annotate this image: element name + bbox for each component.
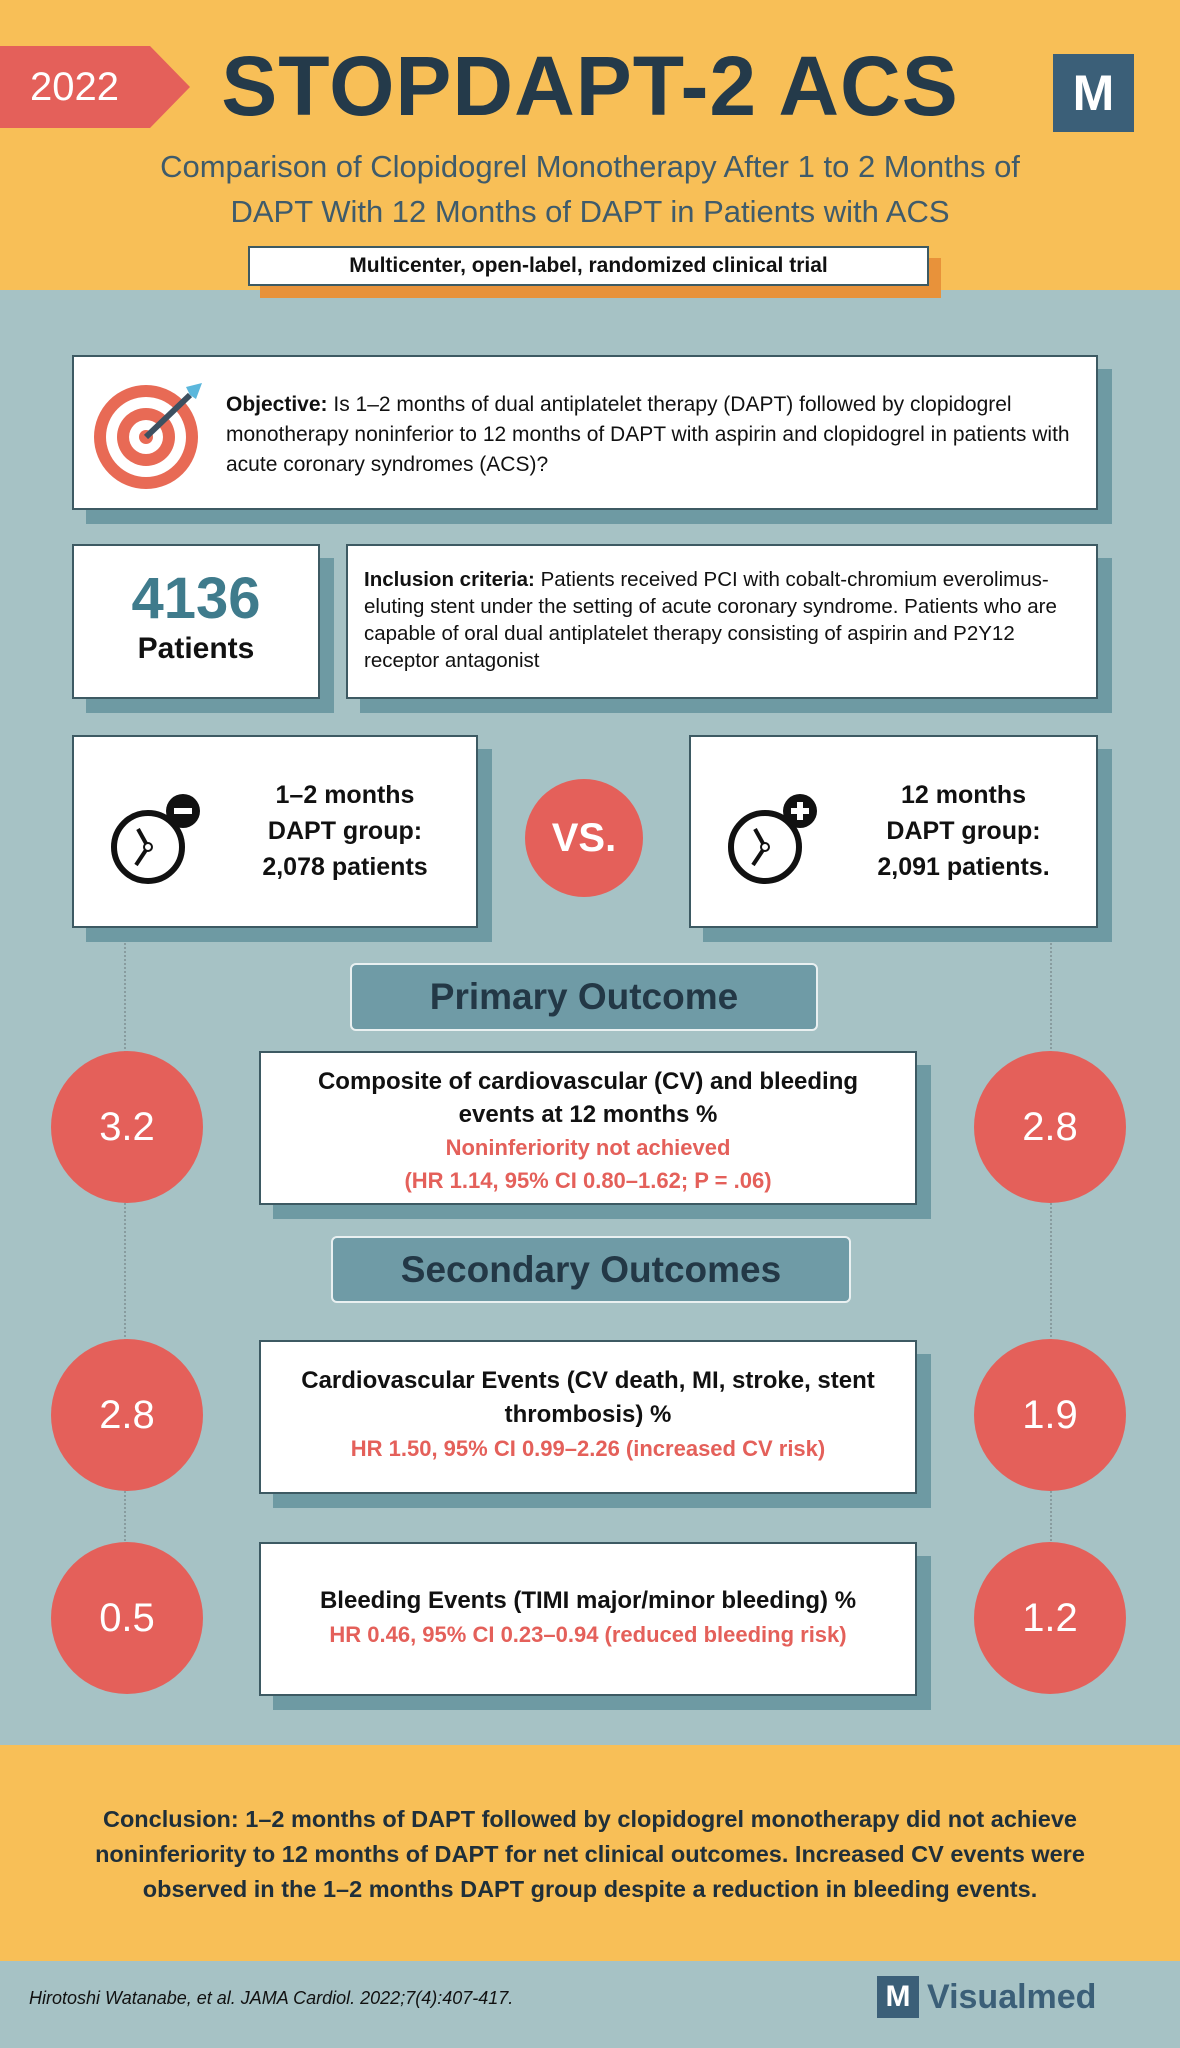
short-dapt-group-card: 1–2 months DAPT group: 2,078 patients <box>72 735 478 928</box>
subtitle: Comparison of Clopidogrel Monotherapy Af… <box>60 144 1120 234</box>
primary-left-value: 3.2 <box>51 1051 203 1203</box>
page-title: STOPDAPT-2 ACS <box>221 39 959 133</box>
cv-events-card: Cardiovascular Events (CV death, MI, str… <box>259 1340 917 1494</box>
visualmed-logo-icon: M <box>877 1976 919 2018</box>
objective-label: Objective: <box>226 393 328 416</box>
conclusion-text: Conclusion: 1–2 months of DAPT followed … <box>40 1802 1140 1907</box>
bleeding-title: Bleeding Events (TIMI major/minor bleedi… <box>319 1587 857 1614</box>
objective-card: Objective: Is 1–2 months of dual antipla… <box>72 355 1098 510</box>
clock-plus-icon <box>728 794 817 884</box>
patient-label: Patients <box>137 632 255 665</box>
primary-right-value: 2.8 <box>974 1051 1126 1203</box>
objective-text: Objective: Is 1–2 months of dual antipla… <box>226 390 1076 480</box>
primary-outcome-heading: Primary Outcome <box>350 963 818 1031</box>
bleeding-left-value: 0.5 <box>51 1542 203 1694</box>
header-band <box>0 0 1180 290</box>
primary-title: Composite of cardiovascular (CV) and ble… <box>317 1068 859 1128</box>
primary-result: Noninferiority not achieved <box>445 1135 731 1160</box>
conclusion-band <box>0 1745 1180 1961</box>
brand-name: Visualmed <box>927 1977 1097 2016</box>
long-dapt-group-card: 12 months DAPT group: 2,091 patients. <box>689 735 1098 928</box>
cv-title: Cardiovascular Events (CV death, MI, str… <box>301 1367 875 1428</box>
secondary-outcomes-heading: Secondary Outcomes <box>331 1236 851 1303</box>
group-count: 2,091 patients. <box>877 853 1050 881</box>
patient-count: 4136 <box>131 566 261 631</box>
group-label: 1–2 months <box>275 781 415 809</box>
group-count: 2,078 patients <box>262 853 428 881</box>
conclusion-label: Conclusion: <box>102 1806 239 1832</box>
connector-line <box>1050 928 1052 1628</box>
year-tag: 2022 <box>0 46 190 128</box>
cv-right-value: 1.9 <box>974 1339 1126 1491</box>
cv-left-value: 2.8 <box>51 1339 203 1491</box>
patients-card: 4136 Patients <box>72 544 320 699</box>
target-icon <box>94 383 202 489</box>
subtitle-line: DAPT With 12 Months of DAPT in Patients … <box>230 194 950 229</box>
inclusion-card: Inclusion criteria: Patients received PC… <box>346 544 1098 699</box>
trial-type-badge: Multicenter, open-label, randomized clin… <box>248 246 929 286</box>
group-label: DAPT group: <box>886 817 1041 845</box>
logo-icon: M <box>1053 54 1134 132</box>
group-label: DAPT group: <box>267 817 423 845</box>
bleeding-right-value: 1.2 <box>974 1542 1126 1694</box>
subtitle-line: Comparison of Clopidogrel Monotherapy Af… <box>160 149 1020 184</box>
vs-badge: VS. <box>525 779 643 897</box>
visualmed-logo: M Visualmed <box>877 1976 1096 2018</box>
clock-minus-icon <box>111 794 200 884</box>
inclusion-label: Inclusion criteria: <box>364 568 535 591</box>
bleeding-stats: HR 0.46, 95% CI 0.23–0.94 (reduced bleed… <box>329 1622 847 1647</box>
connector-line <box>124 928 126 1628</box>
citation: Hirotoshi Watanabe, et al. JAMA Cardiol.… <box>29 1988 514 2008</box>
primary-outcome-card: Composite of cardiovascular (CV) and ble… <box>259 1051 917 1205</box>
inclusion-body: Patients received PCI with cobalt-chromi… <box>364 568 1057 672</box>
objective-body: Is 1–2 months of dual antiplatelet thera… <box>226 393 1070 476</box>
primary-stats: (HR 1.14, 95% CI 0.80–1.62; P = .06) <box>404 1168 772 1193</box>
cv-stats: HR 1.50, 95% CI 0.99–2.26 (increased CV … <box>350 1436 826 1461</box>
inclusion-text: Inclusion criteria: Patients received PC… <box>364 566 1086 674</box>
group-label: 12 months <box>900 781 1027 809</box>
bleeding-events-card: Bleeding Events (TIMI major/minor bleedi… <box>259 1542 917 1696</box>
conclusion-body: 1–2 months of DAPT followed by clopidogr… <box>95 1806 1085 1902</box>
